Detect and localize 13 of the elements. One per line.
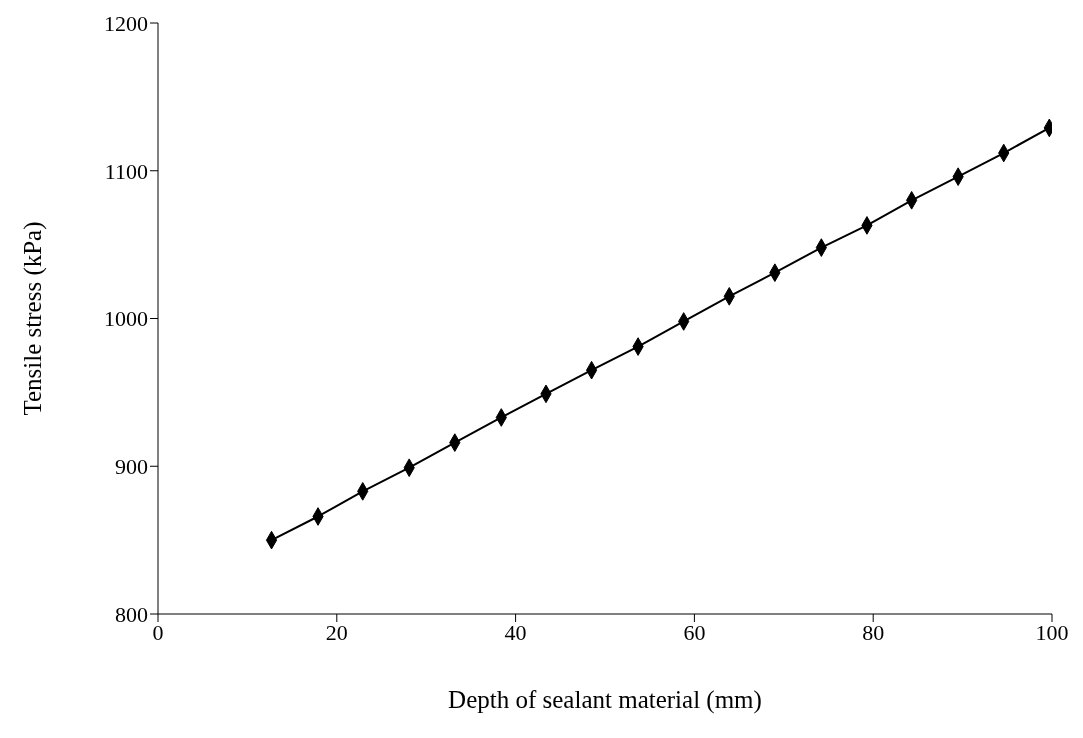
- x-tick-label: 0: [152, 619, 164, 645]
- x-tick-label: 20: [325, 619, 348, 645]
- y-tick-label: 800: [115, 601, 148, 627]
- x-axis-title: Depth of sealant material (mm): [448, 686, 762, 714]
- x-tick-label: 60: [683, 619, 706, 645]
- x-tick-label: 40: [504, 619, 527, 645]
- x-tick-label: 100: [1035, 619, 1069, 645]
- y-tick-label: 900: [115, 454, 148, 480]
- y-tick-label: 1000: [104, 306, 148, 332]
- y-tick-label: 1100: [104, 158, 148, 184]
- x-tick-label: 80: [862, 619, 885, 645]
- y-axis-title: Tensile stress (kPa): [18, 221, 47, 416]
- y-tick-label: 1200: [104, 10, 148, 36]
